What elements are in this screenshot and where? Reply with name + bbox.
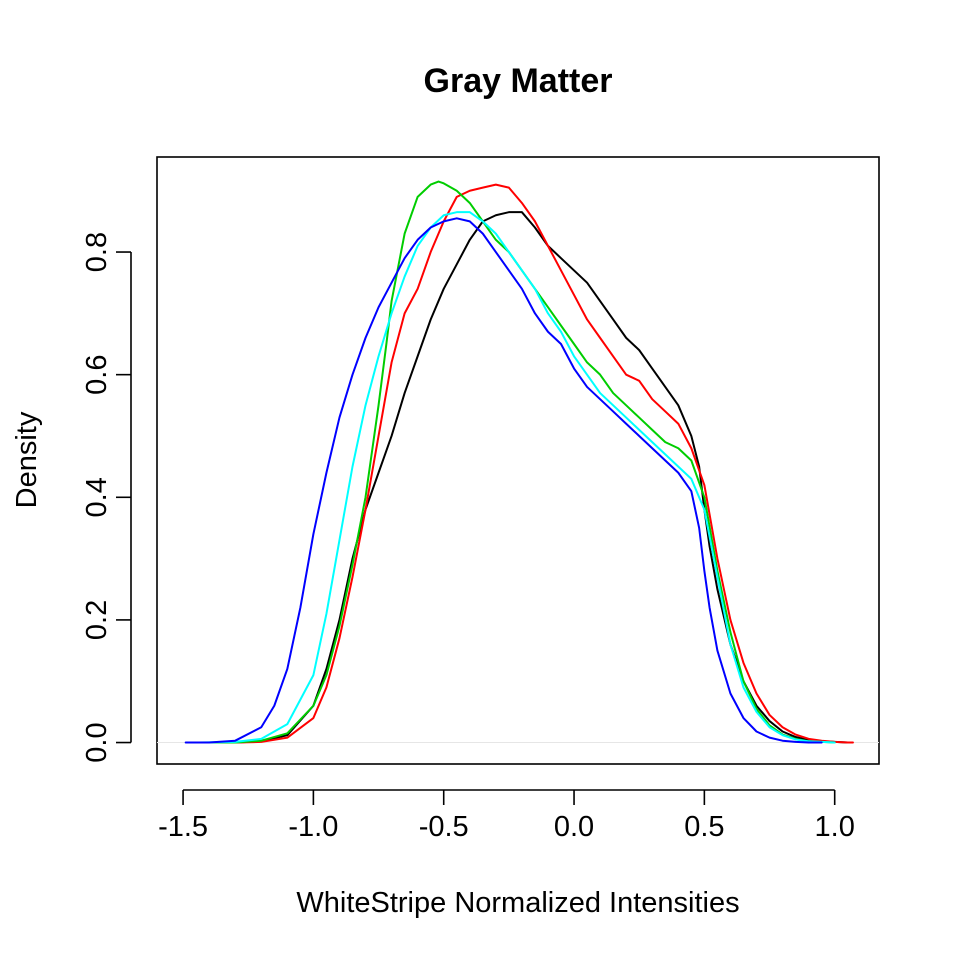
chart-title: Gray Matter xyxy=(424,62,613,100)
x-tick-label: 1.0 xyxy=(815,811,855,843)
y-axis-label: Density xyxy=(11,411,43,508)
density-line-3 xyxy=(197,180,836,744)
density-line-2 xyxy=(197,183,854,744)
series-layer xyxy=(184,180,854,744)
x-tick-label: -1.5 xyxy=(158,811,208,843)
density-line-5 xyxy=(184,217,823,744)
density-line-4 xyxy=(197,211,836,744)
x-axis: -1.5 -1.0 -0.5 0.0 0.5 1.0 xyxy=(158,789,855,843)
x-tick-label: 0.5 xyxy=(684,811,724,843)
y-tick-label: 0.0 xyxy=(81,722,113,762)
plot-frame xyxy=(156,156,880,765)
y-tick-label: 0.2 xyxy=(81,600,113,640)
y-tick-label: 0.8 xyxy=(81,232,113,272)
y-tick-label: 0.6 xyxy=(81,354,113,394)
x-axis-label: WhiteStripe Normalized Intensities xyxy=(296,887,739,919)
y-tick-label: 0.4 xyxy=(81,477,113,517)
x-tick-label: -1.0 xyxy=(288,811,338,843)
x-tick-label: -0.5 xyxy=(419,811,469,843)
x-tick-label: 0.0 xyxy=(554,811,594,843)
y-axis: 0.0 0.2 0.4 0.6 0.8 xyxy=(81,232,132,763)
